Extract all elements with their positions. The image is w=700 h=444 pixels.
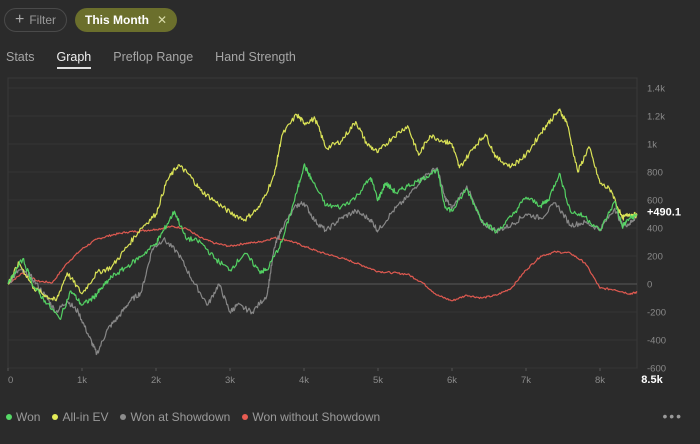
x-tick-label: 7k <box>521 375 531 386</box>
y-tick-label: 400 <box>647 224 663 235</box>
non-showdown-dot-icon <box>242 414 249 420</box>
chart-legend: Won All-in EV Won at Showdown Won withou… <box>6 410 380 424</box>
x-tick-label: 0 <box>8 375 13 386</box>
remove-filter-icon[interactable]: ✕ <box>157 13 168 27</box>
legend-label: Won at Showdown <box>130 410 231 424</box>
y-tick-label: -600 <box>647 364 666 375</box>
series-line-won <box>7 163 638 320</box>
series-line-won-at-showdown <box>7 167 638 356</box>
x-tick-label: 4k <box>299 375 309 386</box>
filter-button[interactable]: + Filter <box>4 8 68 32</box>
series-line-all-in-ev <box>7 108 638 302</box>
y-tick-label: -200 <box>647 308 666 319</box>
x-end-label: 8.5k <box>641 374 663 386</box>
tab-hand-strength[interactable]: Hand Strength <box>215 50 296 64</box>
end-value-label: +490.1 <box>647 206 681 218</box>
legend-item-won[interactable]: Won <box>6 410 40 424</box>
tab-bar: Stats Graph Preflop Range Hand Strength <box>6 50 296 69</box>
won-dot-icon <box>6 414 12 420</box>
plus-icon: + <box>15 11 25 28</box>
filter-label: Filter <box>29 13 57 27</box>
x-tick-label: 3k <box>225 375 235 386</box>
y-tick-label: 1.2k <box>647 112 665 123</box>
y-tick-label: 0 <box>647 280 652 291</box>
all-in-ev-dot-icon <box>52 414 59 420</box>
plot-frame <box>7 77 638 369</box>
y-tick-label: 200 <box>647 252 663 263</box>
showdown-dot-icon <box>120 414 127 420</box>
legend-item-all-in-ev[interactable]: All-in EV <box>52 410 108 424</box>
y-tick-label: 1k <box>647 140 657 151</box>
x-tick-label: 6k <box>447 375 457 386</box>
winnings-chart: 1.4k 1.2k 1k 800 600 400 200 0 -200 -400 -600 0 1k 2k… <box>7 77 681 386</box>
legend-item-won-at-showdown[interactable]: Won at Showdown <box>120 410 230 424</box>
more-options-icon[interactable]: • • • <box>662 408 682 424</box>
legend-label: All-in EV <box>62 410 109 424</box>
active-filter-chip[interactable]: This Month ✕ <box>75 8 178 32</box>
y-tick-label: -400 <box>647 336 666 347</box>
tab-preflop-range[interactable]: Preflop Range <box>113 50 194 64</box>
active-filter-label: This Month <box>85 13 149 27</box>
legend-label: Won <box>16 410 41 424</box>
y-tick-label: 800 <box>647 168 663 179</box>
x-tick-label: 8k <box>595 375 605 386</box>
y-tick-label: 1.4k <box>647 84 665 95</box>
filter-bar: + Filter This Month ✕ <box>4 8 178 32</box>
tab-graph[interactable]: Graph <box>56 50 92 69</box>
legend-label: Won without Showdown <box>252 410 381 424</box>
y-tick-label: 600 <box>647 196 663 207</box>
x-tick-label: 1k <box>77 375 87 386</box>
legend-item-won-without-showdown[interactable]: Won without Showdown <box>242 410 380 424</box>
series-line-won-without-showdown <box>7 225 638 302</box>
tab-stats[interactable]: Stats <box>6 50 35 64</box>
x-tick-label: 5k <box>373 375 383 386</box>
x-tick-label: 2k <box>151 375 161 386</box>
